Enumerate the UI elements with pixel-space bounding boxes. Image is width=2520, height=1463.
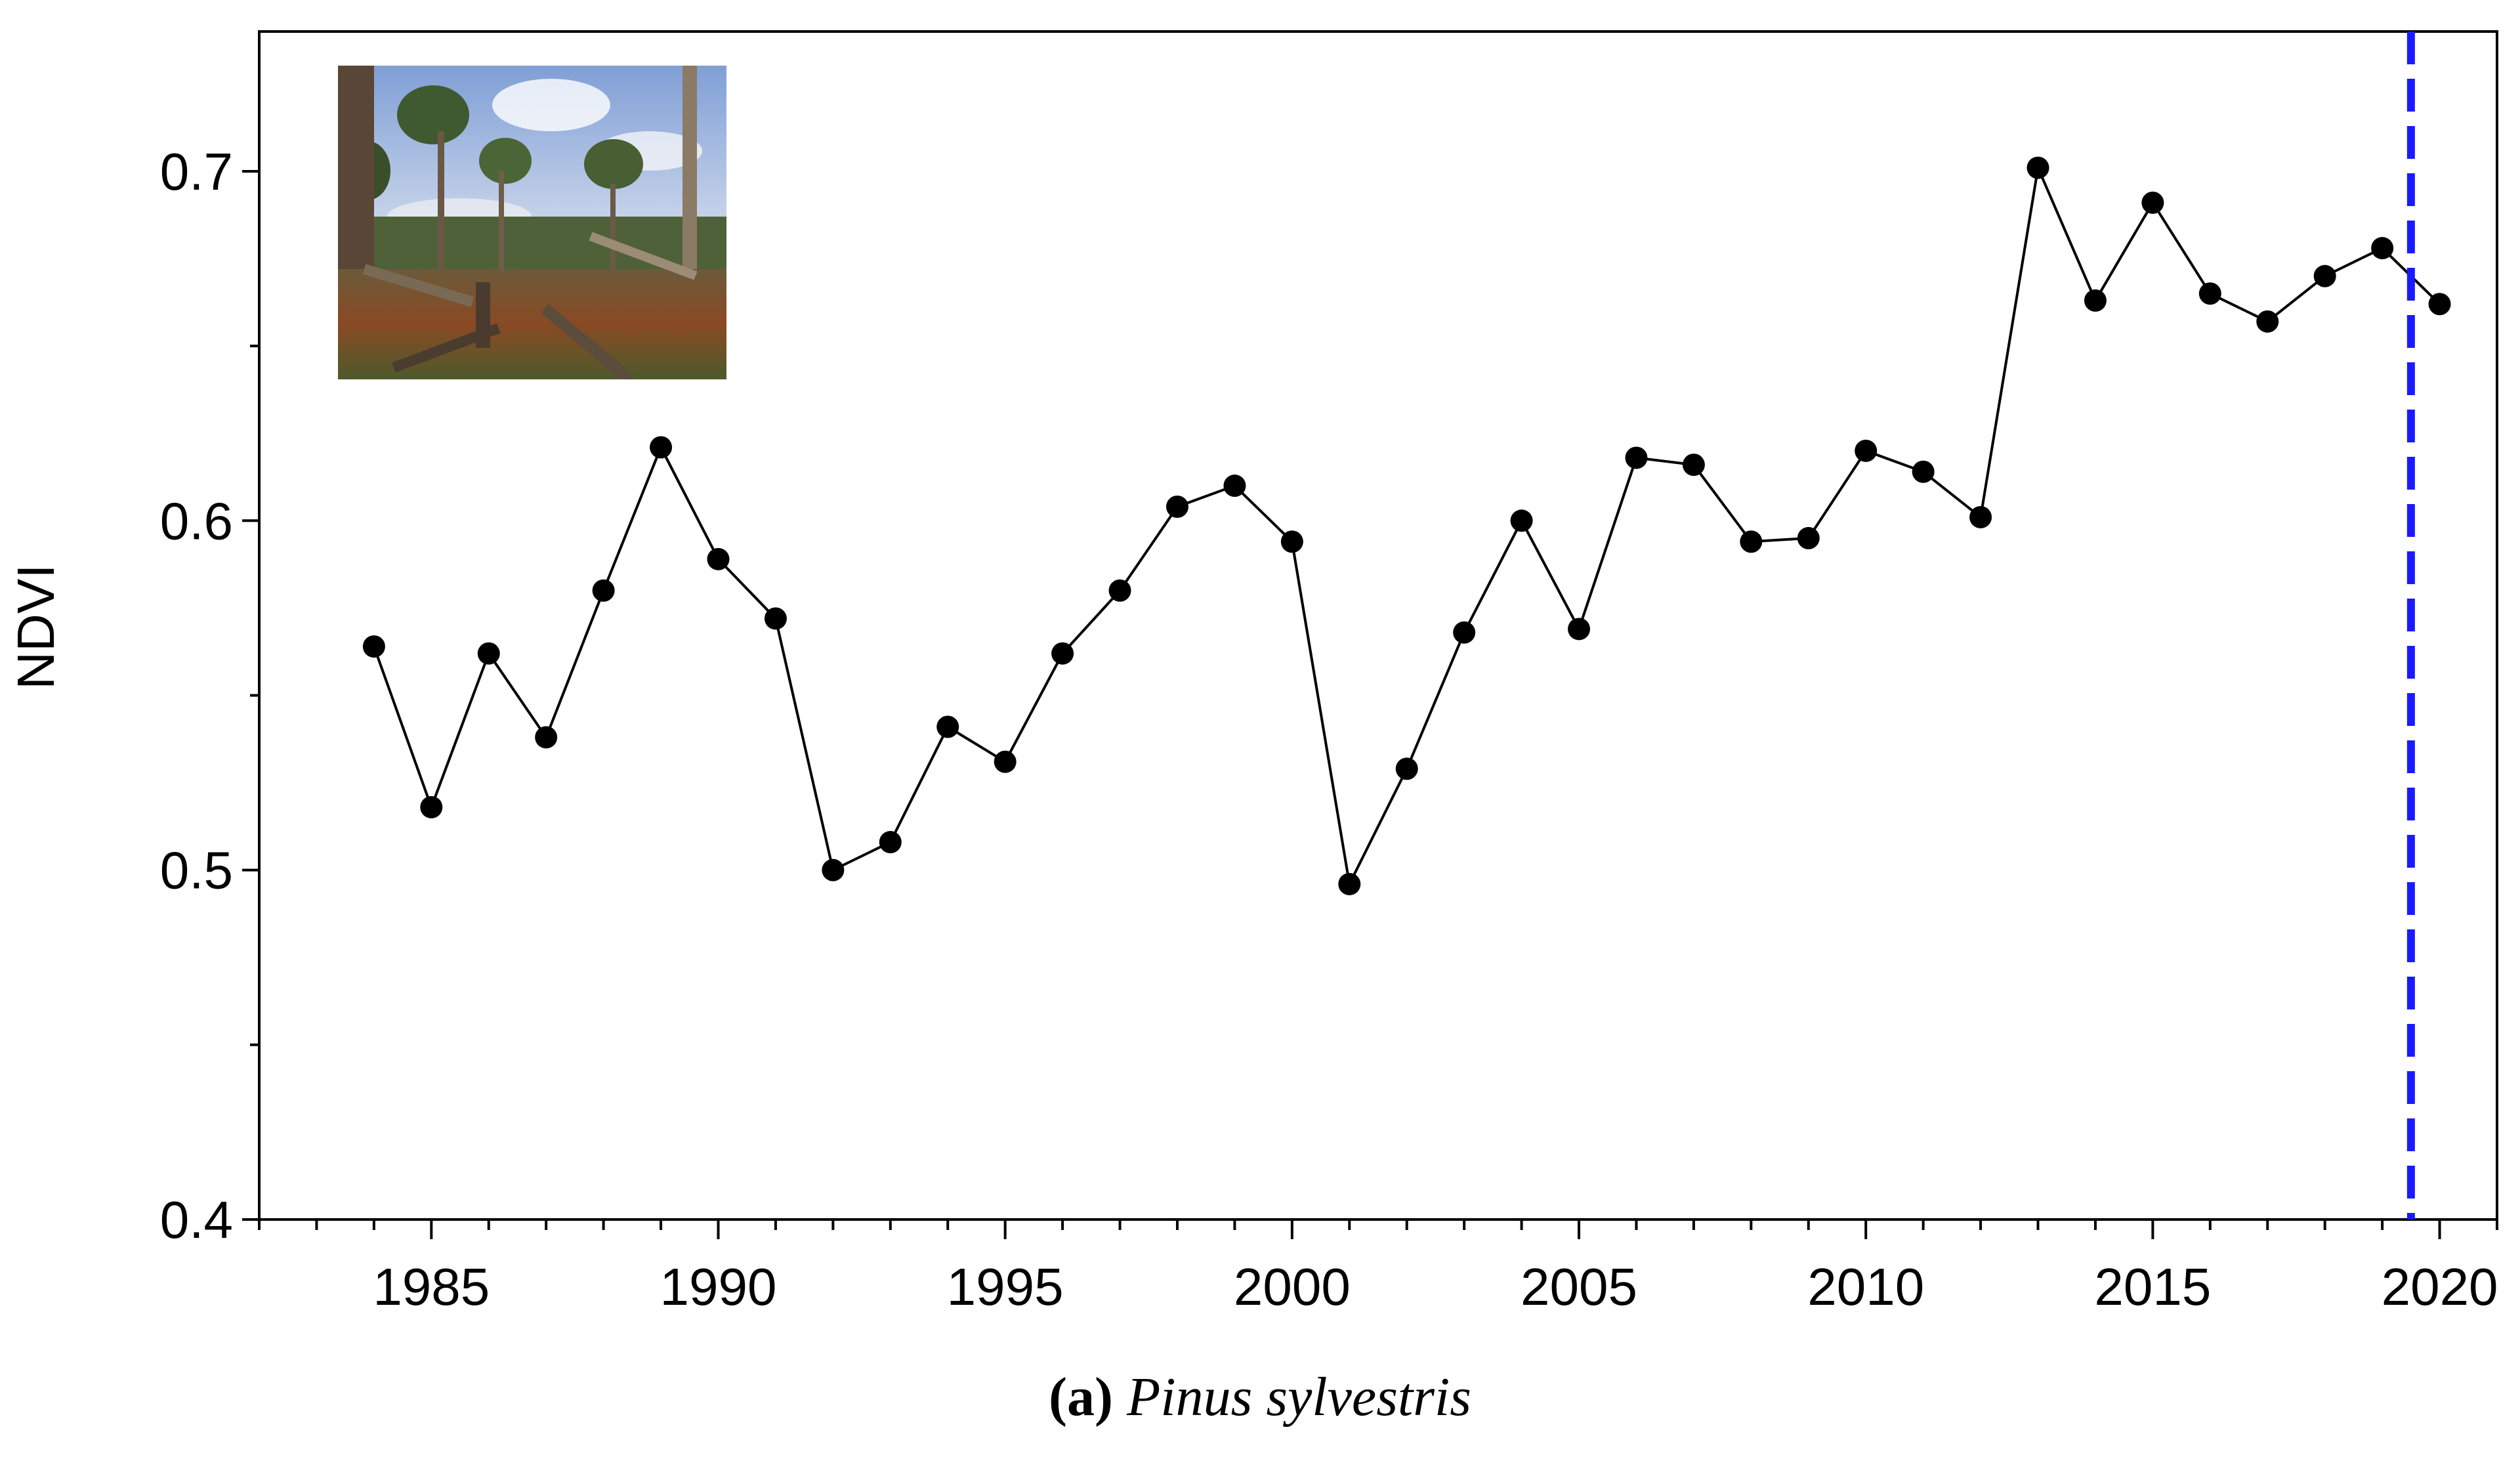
data-point	[592, 579, 615, 602]
y-axis: 0.4 0.5 0.6 0.7	[160, 142, 259, 1249]
y-tick-label: 0.7	[160, 142, 233, 201]
data-point	[822, 859, 845, 881]
data-point	[879, 831, 902, 854]
data-point	[1740, 530, 1763, 553]
x-tick-label: 2000	[1234, 1258, 1351, 1316]
y-tick-label: 0.5	[160, 841, 233, 900]
data-point	[362, 635, 385, 658]
inset-forest-photo	[338, 66, 726, 379]
caption-label: (a)	[1049, 1367, 1113, 1428]
data-point	[1166, 496, 1188, 518]
y-axis-title: NDVI	[7, 564, 65, 689]
data-point	[936, 715, 959, 738]
data-point	[1568, 618, 1591, 641]
data-point	[2428, 293, 2451, 316]
data-point	[994, 750, 1017, 773]
data-point	[1912, 460, 1935, 483]
data-point	[650, 436, 673, 459]
data-point	[1969, 505, 1992, 528]
x-tick-label: 1995	[947, 1258, 1064, 1316]
data-point	[1625, 446, 1648, 469]
x-tick-label: 2020	[2382, 1258, 2498, 1316]
data-point	[1682, 454, 1705, 477]
plot-area-frame	[258, 30, 2498, 1221]
x-tick-label: 2015	[2094, 1258, 2211, 1316]
y-tick-label: 0.6	[160, 492, 233, 550]
figure-caption: (a) Pinus sylvestris	[0, 1365, 2520, 1429]
data-point	[1510, 509, 1533, 532]
data-point	[1051, 642, 1074, 665]
x-axis: 1985 1990 1995 2000 2005 2010 2015 2020	[258, 1219, 2498, 1316]
data-point	[1338, 872, 1361, 895]
data-point	[2026, 156, 2049, 179]
data-point	[535, 726, 558, 749]
data-point	[420, 795, 443, 818]
data-point	[2313, 265, 2336, 287]
data-point	[477, 642, 500, 665]
data-point	[1280, 530, 1303, 553]
caption-species: Pinus sylvestris	[1126, 1367, 1471, 1428]
ndvi-series	[362, 156, 2451, 895]
data-point	[707, 547, 730, 570]
data-point	[2141, 191, 2164, 214]
x-tick-label: 1985	[373, 1258, 490, 1316]
data-point	[2198, 282, 2221, 305]
data-point	[2371, 237, 2394, 260]
data-point	[1453, 621, 1476, 644]
x-tick-label: 2010	[1807, 1258, 1924, 1316]
data-point	[1855, 439, 1878, 462]
y-tick-label: 0.4	[160, 1191, 233, 1249]
x-tick-label: 2005	[1521, 1258, 1637, 1316]
x-tick-label: 1990	[660, 1258, 777, 1316]
data-point	[1223, 475, 1246, 498]
data-point	[1797, 526, 1820, 549]
data-point	[764, 607, 787, 630]
data-point	[1108, 579, 1131, 602]
data-point	[2256, 310, 2279, 333]
data-point	[1395, 757, 1418, 780]
data-point	[2084, 289, 2107, 312]
